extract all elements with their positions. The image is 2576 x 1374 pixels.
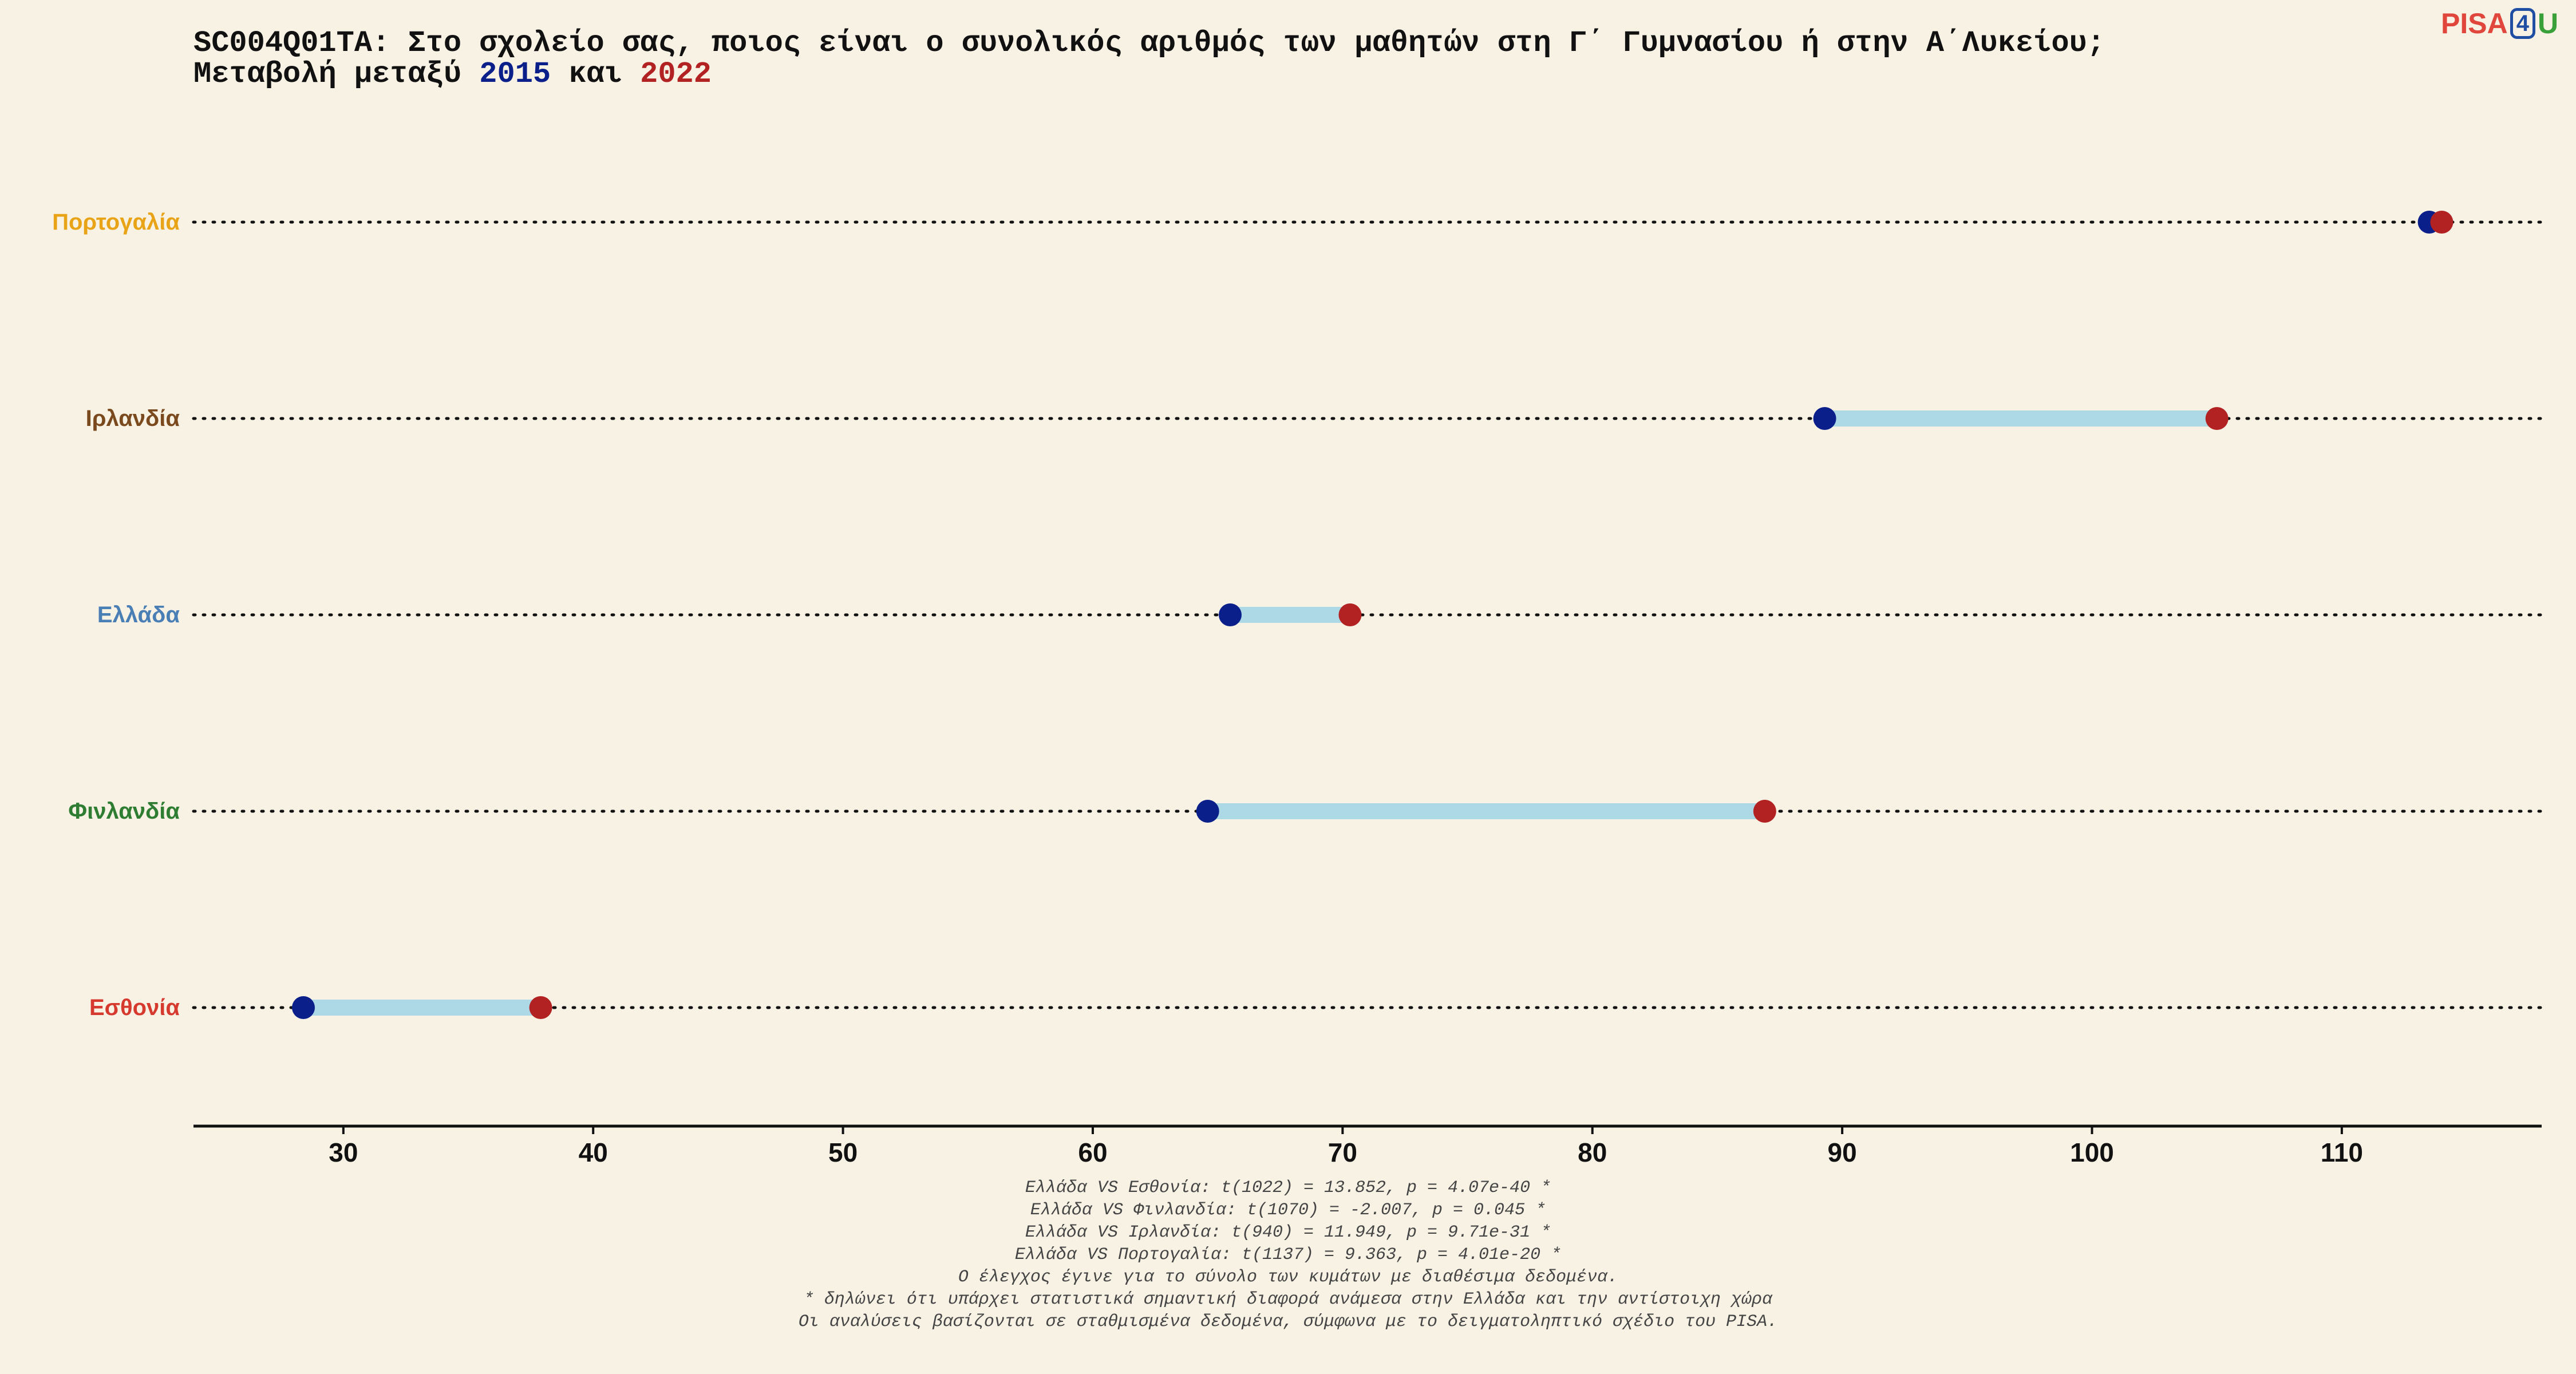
category-label: Ελλάδα xyxy=(97,602,180,627)
logo-pisa: PISA xyxy=(2441,7,2508,40)
point-2022 xyxy=(529,996,552,1019)
x-tick-label: 50 xyxy=(828,1138,858,1167)
point-2015 xyxy=(1218,603,1242,626)
footnote-line: * δηλώνει ότι υπάρχει στατιστικά σημαντι… xyxy=(803,1290,1773,1309)
chart-title-line1: SC004Q01TA: Στο σχολείο σας, ποιος είναι… xyxy=(193,26,2105,60)
x-tick-label: 90 xyxy=(1828,1138,1857,1167)
chart-title-line2: Μεταβολή μεταξύ 2015 και 2022 xyxy=(193,60,712,89)
point-2015 xyxy=(1813,407,1836,430)
footnote-line: Ελλάδα VS Φινλανδία: t(1070) = -2.007, p… xyxy=(1030,1201,1546,1220)
point-2015 xyxy=(292,996,315,1019)
x-tick-label: 30 xyxy=(329,1138,358,1167)
x-tick-label: 110 xyxy=(2321,1138,2363,1167)
x-tick-label: 60 xyxy=(1078,1138,1107,1167)
category-label: Πορτογαλία xyxy=(52,210,180,235)
x-tick-label: 100 xyxy=(2070,1138,2114,1167)
footnote-line: Ο έλεγχος έγινε για το σύνολο των κυμάτω… xyxy=(958,1268,1618,1287)
subtitle-year-2022: 2022 xyxy=(640,57,712,91)
x-tick-label: 40 xyxy=(579,1138,608,1167)
footnote-line: Ελλάδα VS Εσθονία: t(1022) = 13.852, p =… xyxy=(1025,1178,1551,1198)
x-tick-label: 80 xyxy=(1578,1138,1607,1167)
subtitle-prefix: Μεταβολή μεταξύ xyxy=(193,57,480,91)
pisa4u-logo: PISA 4 U xyxy=(2441,8,2558,39)
subtitle-mid: και xyxy=(551,57,641,91)
footnotes: Ελλάδα VS Εσθονία: t(1022) = 13.852, p =… xyxy=(0,1177,2576,1333)
point-2022 xyxy=(1753,800,1776,823)
dumbbell-chart: Πορτογαλία Ιρλανδία Ελλάδα Φινλανδία Εσθονία… xyxy=(52,210,2543,1167)
category-label: Ιρλανδία xyxy=(86,406,180,431)
footnote-line: Ελλάδα VS Ιρλανδία: t(940) = 11.949, p =… xyxy=(1025,1223,1551,1242)
point-2022 xyxy=(2430,211,2453,234)
subtitle-year-2015: 2015 xyxy=(479,57,551,91)
category-label: Εσθονία xyxy=(89,995,180,1020)
category-label: Φινλανδία xyxy=(68,799,180,824)
point-2015 xyxy=(1196,800,1219,823)
point-2022 xyxy=(1338,603,1362,626)
logo-four: 4 xyxy=(2510,8,2535,39)
footnote-line: Ελλάδα VS Πορτογαλία: t(1137) = 9.363, p… xyxy=(1014,1245,1562,1265)
point-2022 xyxy=(2205,407,2229,430)
x-tick-label: 70 xyxy=(1328,1138,1357,1167)
logo-u: U xyxy=(2537,7,2559,40)
footnote-line: Οι αναλύσεις βασίζονται σε σταθμισμένα δ… xyxy=(798,1312,1778,1332)
